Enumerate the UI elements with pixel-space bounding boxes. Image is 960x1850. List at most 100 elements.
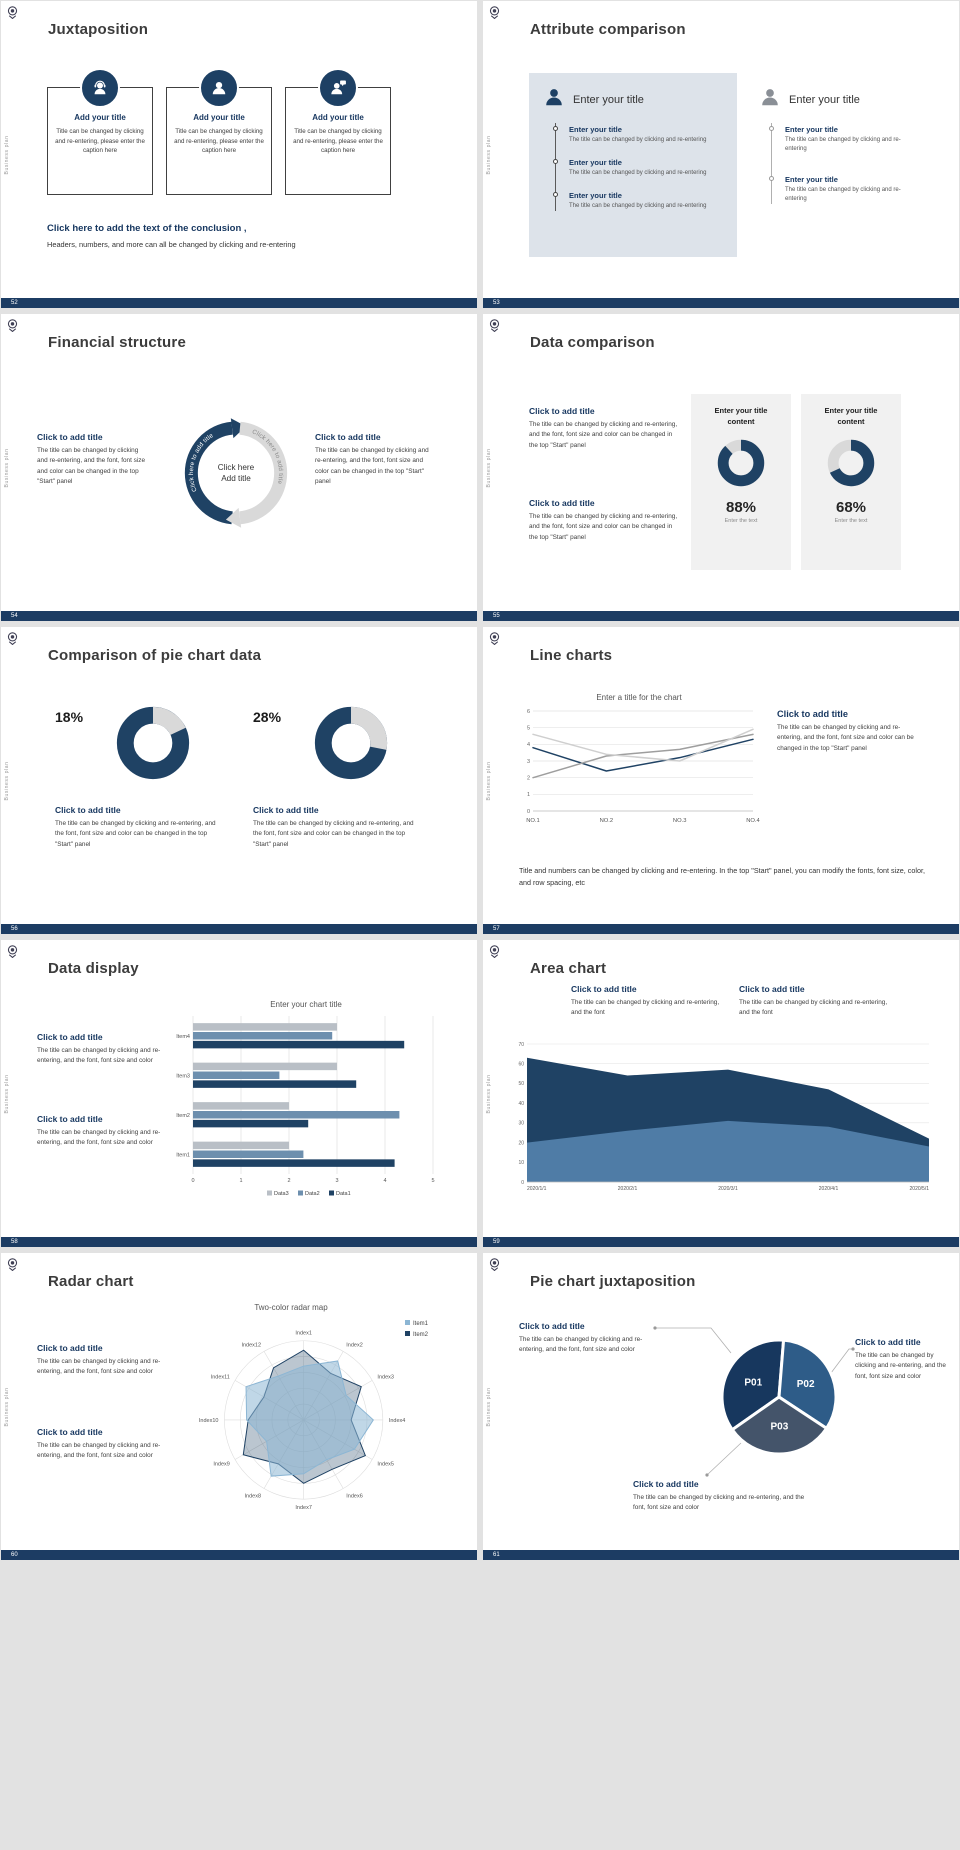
text-block: Click to add title The title can be chan… [777,709,919,754]
school-logo-icon [489,945,500,959]
text-block: Click to add title The title can be chan… [571,984,726,1019]
donut-chart-88 [714,436,768,490]
svg-text:Index9: Index9 [213,1462,230,1468]
side-label: Business plan [486,761,492,800]
school-logo-icon [489,632,500,646]
item-title: Enter your title [569,125,622,134]
svg-text:Data2: Data2 [305,1191,320,1197]
svg-text:Data1: Data1 [336,1191,351,1197]
slide-thumbnail-61[interactable]: Business plan Pie chart juxtaposition Cl… [483,1253,959,1560]
svg-text:0: 0 [191,1178,194,1184]
slide-thumbnail-58[interactable]: Business plan Data display Click to add … [1,940,477,1247]
item-title: Enter your title [785,175,838,184]
text-block: Click to add title The title can be chan… [519,1321,657,1356]
block-body: The title can be changed by clicking and… [37,447,146,485]
svg-text:Index1: Index1 [295,1331,312,1337]
slide-thumbnail-56[interactable]: Business plan Comparison of pie chart da… [1,627,477,934]
svg-text:2020/5/1: 2020/5/1 [910,1186,930,1192]
segmented-pie-chart: P01 P02 P03 [719,1337,839,1457]
timeline-node-icon [552,159,558,164]
block-body: The title can be changed by clicking and… [571,999,720,1017]
block-title: Click to add title [529,406,595,416]
svg-text:2020/4/1: 2020/4/1 [819,1186,839,1192]
svg-text:1: 1 [239,1178,242,1184]
item-caption: The title can be changed by clicking and… [569,137,707,143]
svg-text:Data3: Data3 [274,1191,289,1197]
svg-text:Index5: Index5 [377,1462,394,1468]
page-title: Comparison of pie chart data [48,647,262,664]
chart-title: Enter a title for the chart [596,693,682,702]
block-title: Click to add title [633,1479,699,1489]
timeline-item: Enter your title The title can be change… [552,158,729,178]
text-block: Click to add title The title can be chan… [529,406,681,451]
block-body: The title can be changed by clicking and… [855,1352,946,1380]
item-caption: The title can be changed by clicking and… [569,170,707,176]
slide-thumbnail-59[interactable]: Business plan Area chart Click to add ti… [483,940,959,1247]
svg-text:Item1: Item1 [176,1152,190,1158]
page-title: Data display [48,960,139,977]
school-logo-icon [7,945,18,959]
svg-text:Index2: Index2 [346,1342,363,1348]
card-header: Enter your title content [824,406,878,426]
page-title: Pie chart juxtaposition [530,1273,696,1290]
page-number: 60 [11,1552,18,1558]
block-body: The title can be changed by clicking and… [315,447,429,485]
timeline-node-icon [768,176,774,181]
card-caption: Title can be changed by clicking and re-… [174,128,264,155]
pie-group: 28% Click to add title The title can be … [251,701,423,901]
block-body: The title can be changed by clicking and… [37,1358,161,1376]
bar-chart: 0 1 2 3 4 5 Item1 Item2 Item3 Item4 Data3 Data2 Data… [167,1012,445,1200]
slide-thumbnail-54[interactable]: Business plan Financial structure Click … [1,314,477,621]
slide-thumbnail-52[interactable]: Business plan Juxtaposition Add your tit… [1,1,477,308]
side-label: Business plan [4,1387,10,1426]
page-number: 57 [493,926,500,932]
conclusion-body: Headers, numbers, and more can all be ch… [47,240,296,249]
chart-title: Enter your chart title [270,1000,342,1009]
svg-text:P02: P02 [797,1379,815,1390]
card-caption: Title can be changed by clicking and re-… [55,128,145,155]
slide-thumbnail-55[interactable]: Business plan Data comparison Click to a… [483,314,959,621]
svg-text:Index11: Index11 [211,1374,230,1380]
block-title: Click to add title [37,1427,103,1437]
card-row: Add your title Title can be changed by c… [47,68,391,195]
item-caption: The title can be changed by clicking and… [785,187,901,202]
block-body: The title can be changed by clicking and… [519,1336,643,1354]
side-label: Business plan [4,135,10,174]
slide-footer [1,924,477,934]
stat-card: Enter your title content 88% Enter the t… [691,394,791,570]
slide-footer [483,298,959,308]
school-logo-icon [7,319,18,333]
chart-title: Two-color radar map [254,1303,328,1312]
block-title: Click to add title [519,1321,585,1331]
svg-text:70: 70 [518,1042,524,1048]
svg-text:Item4: Item4 [176,1034,190,1040]
text-block: Click to add title The title can be chan… [37,1343,183,1378]
donut-chart-18 [111,701,195,785]
item-title: Enter your title [785,125,838,134]
slide-thumbnail-60[interactable]: Business plan Radar chart Click to add t… [1,1253,477,1560]
svg-text:2: 2 [527,775,530,781]
slide-footer [483,1550,959,1560]
svg-text:20: 20 [518,1140,524,1146]
page-title: Line charts [530,647,613,664]
slide-footer [1,298,477,308]
block-body: The title can be changed by clicking and… [55,820,216,848]
text-block: Click to add title The title can be chan… [739,984,899,1019]
person-chat-icon [318,68,358,108]
slide-thumbnail-57[interactable]: Business plan Line charts Enter a title … [483,627,959,934]
center-line2: Add title [221,474,251,483]
slide-thumbnail-53[interactable]: Business plan Attribute comparison Enter… [483,1,959,308]
svg-text:4: 4 [527,742,530,748]
page-number: 52 [11,300,18,306]
block-title: Click to add title [315,432,381,442]
svg-text:0: 0 [527,809,530,815]
conclusion-block: Click here to add the text of the conclu… [47,223,439,249]
panel-header: Enter your title [789,93,860,106]
text-block: Click to add title The title can be chan… [37,1427,183,1462]
cycle-diagram: Click here to add title Click here to ad… [171,408,301,538]
block-body: The title can be changed by clicking and… [529,421,678,449]
block-title: Click to add title [855,1337,921,1347]
page-title: Attribute comparison [530,21,686,38]
side-label: Business plan [486,1387,492,1426]
radar-chart: Index1 Index2 Index3 Index4 Index5 Index6 Inde… [191,1315,447,1513]
